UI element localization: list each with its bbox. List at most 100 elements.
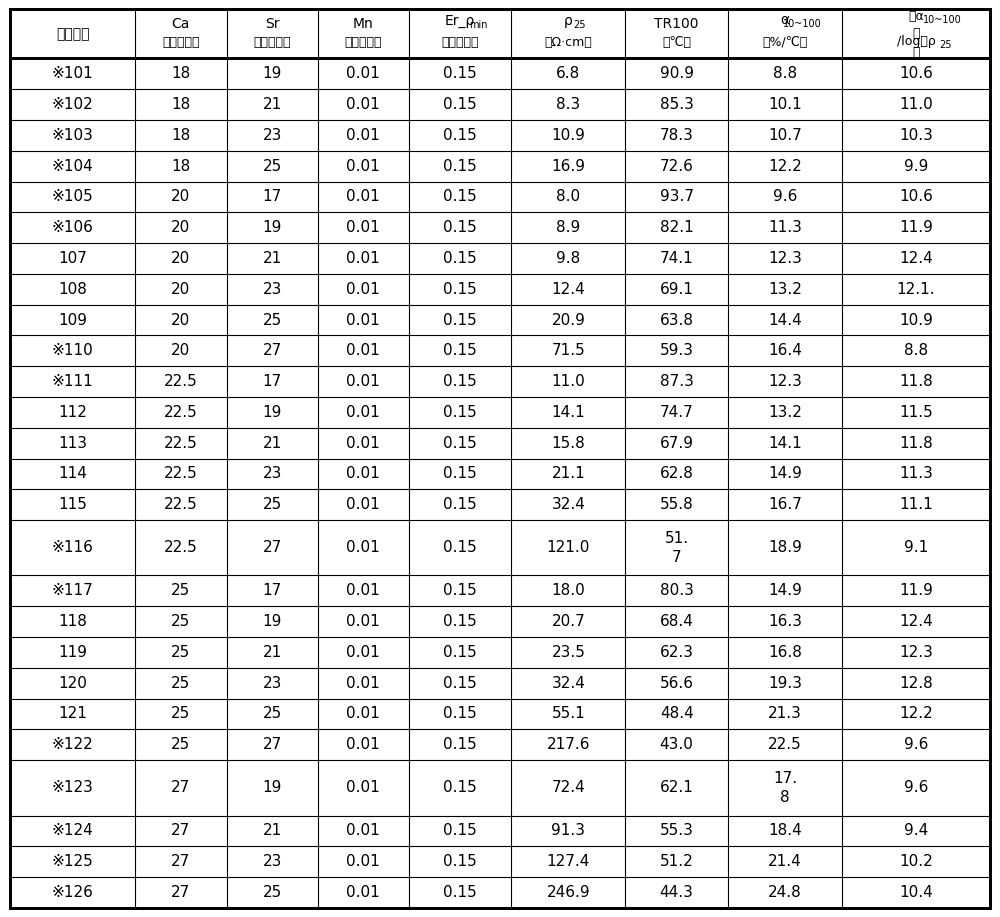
Text: Ca: Ca [172, 17, 190, 31]
Text: ※110: ※110 [52, 343, 94, 359]
Text: 62.3: 62.3 [660, 645, 694, 660]
Text: TR100: TR100 [654, 17, 699, 31]
Text: 0.01: 0.01 [346, 614, 380, 629]
Text: 11.0: 11.0 [899, 97, 933, 112]
Text: 10.3: 10.3 [899, 127, 933, 143]
Text: 15.8: 15.8 [551, 436, 585, 450]
Text: 0.01: 0.01 [346, 159, 380, 173]
Text: 10.4: 10.4 [899, 885, 933, 900]
Text: 22.5: 22.5 [164, 540, 198, 556]
Text: 0.01: 0.01 [346, 497, 380, 513]
Text: Er_ρ: Er_ρ [445, 15, 475, 28]
Text: 19: 19 [262, 220, 282, 235]
Text: 67.9: 67.9 [660, 436, 694, 450]
Text: 0.15: 0.15 [443, 823, 477, 838]
Text: 25: 25 [171, 583, 191, 598]
Text: 87.3: 87.3 [660, 374, 694, 389]
Text: 21.3: 21.3 [768, 706, 802, 722]
Text: （摩尔份）: （摩尔份） [345, 36, 382, 50]
Text: 0.01: 0.01 [346, 220, 380, 235]
Text: 25: 25 [262, 706, 282, 722]
Text: 9.6: 9.6 [773, 190, 797, 204]
Text: 0.15: 0.15 [443, 540, 477, 556]
Text: 22.5: 22.5 [164, 374, 198, 389]
Text: 115: 115 [58, 497, 87, 513]
Text: Sr: Sr [265, 17, 279, 31]
Text: 48.4: 48.4 [660, 706, 694, 722]
Text: 27: 27 [262, 343, 282, 359]
Text: 0.01: 0.01 [346, 282, 380, 297]
Text: 68.4: 68.4 [660, 614, 694, 629]
Text: 20: 20 [171, 343, 191, 359]
Text: 32.4: 32.4 [551, 497, 585, 513]
Text: 21: 21 [262, 251, 282, 266]
Text: 18: 18 [171, 127, 191, 143]
Text: 55.1: 55.1 [551, 706, 585, 722]
Text: 85.3: 85.3 [660, 97, 694, 112]
Text: 21.1: 21.1 [551, 467, 585, 481]
Text: 0.15: 0.15 [443, 220, 477, 235]
Text: 18: 18 [171, 66, 191, 82]
Text: 0.01: 0.01 [346, 780, 380, 795]
Text: 62.8: 62.8 [660, 467, 694, 481]
Text: 0.01: 0.01 [346, 343, 380, 359]
Text: 23.5: 23.5 [551, 645, 585, 660]
Text: 14.4: 14.4 [768, 313, 802, 327]
Text: 24.8: 24.8 [768, 885, 802, 900]
Text: 17.
8: 17. 8 [773, 771, 797, 804]
Text: 0.15: 0.15 [443, 885, 477, 900]
Text: ※104: ※104 [52, 159, 94, 173]
Text: 10.7: 10.7 [768, 127, 802, 143]
Text: 93.7: 93.7 [660, 190, 694, 204]
Text: 69.1: 69.1 [660, 282, 694, 297]
Text: 14.9: 14.9 [768, 467, 802, 481]
Text: 11.3: 11.3 [768, 220, 802, 235]
Text: 0.15: 0.15 [443, 854, 477, 869]
Text: 23: 23 [262, 282, 282, 297]
Text: 8.9: 8.9 [556, 220, 580, 235]
Text: 109: 109 [58, 313, 87, 327]
Text: 21: 21 [262, 645, 282, 660]
Text: 11.5: 11.5 [899, 404, 933, 420]
Text: 108: 108 [58, 282, 87, 297]
Text: 0.01: 0.01 [346, 436, 380, 450]
Text: 0.15: 0.15 [443, 66, 477, 82]
Text: 74.7: 74.7 [660, 404, 694, 420]
Text: 59.3: 59.3 [660, 343, 694, 359]
Text: 0.01: 0.01 [346, 737, 380, 752]
Text: 27: 27 [262, 540, 282, 556]
Text: 113: 113 [58, 436, 87, 450]
Text: 0.01: 0.01 [346, 854, 380, 869]
Text: 0.01: 0.01 [346, 885, 380, 900]
Text: ※125: ※125 [52, 854, 94, 869]
Text: ※105: ※105 [52, 190, 94, 204]
Text: 22.5: 22.5 [164, 497, 198, 513]
Text: ※116: ※116 [52, 540, 94, 556]
Text: 11.1: 11.1 [899, 497, 933, 513]
Text: ※122: ※122 [52, 737, 94, 752]
Text: 18.0: 18.0 [551, 583, 585, 598]
Text: 13.2: 13.2 [768, 404, 802, 420]
Text: 25: 25 [262, 313, 282, 327]
Text: 0.01: 0.01 [346, 645, 380, 660]
Text: 0.01: 0.01 [346, 706, 380, 722]
Text: 25: 25 [574, 20, 586, 30]
Text: 217.6: 217.6 [547, 737, 590, 752]
Text: （℃）: （℃） [662, 36, 691, 50]
Text: ※117: ※117 [52, 583, 94, 598]
Text: 20.7: 20.7 [551, 614, 585, 629]
Text: 20: 20 [171, 220, 191, 235]
Text: 21.4: 21.4 [768, 854, 802, 869]
Text: 0.01: 0.01 [346, 127, 380, 143]
Text: 10~100: 10~100 [923, 15, 962, 25]
Text: Mn: Mn [353, 17, 374, 31]
Text: 0.15: 0.15 [443, 583, 477, 598]
Text: 121.0: 121.0 [547, 540, 590, 556]
Text: 23: 23 [262, 854, 282, 869]
Text: 0.15: 0.15 [443, 676, 477, 691]
Text: ）: ） [912, 46, 920, 59]
Text: 25: 25 [262, 159, 282, 173]
Text: ※101: ※101 [52, 66, 94, 82]
Text: 11.9: 11.9 [899, 220, 933, 235]
Text: 107: 107 [58, 251, 87, 266]
